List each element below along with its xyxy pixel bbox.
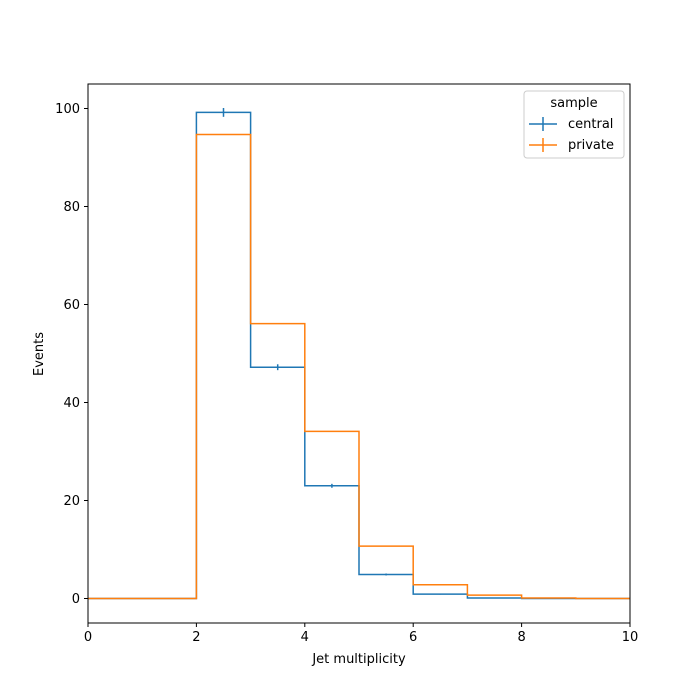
legend: sample central private: [523, 90, 625, 159]
plot-area: [88, 108, 630, 600]
y-tick-label: 0: [72, 592, 80, 607]
y-tick-label: 40: [63, 396, 80, 411]
x-tick-label: 4: [301, 630, 309, 645]
y-axis: 0 20 40 60 80 100: [55, 102, 88, 607]
y-tick-label: 80: [63, 200, 80, 215]
x-axis: 0 2 4 6 8 10: [84, 623, 638, 645]
x-tick-label: 2: [192, 630, 200, 645]
axes-frame: [87, 83, 631, 624]
y-axis-label: Events: [32, 332, 47, 376]
series-step-private: [88, 133, 630, 600]
x-tick-label: 6: [409, 630, 417, 645]
legend-label-private: private: [568, 138, 614, 153]
x-tick-label: 8: [517, 630, 525, 645]
x-tick-label: 10: [622, 630, 639, 645]
x-tick-label: 0: [84, 630, 92, 645]
legend-item-central: central: [529, 117, 613, 132]
y-tick-label: 60: [63, 298, 80, 313]
legend-frame: [523, 90, 625, 159]
y-tick-label: 20: [63, 494, 80, 509]
x-axis-label: Jet multiplicity: [311, 652, 406, 667]
legend-title: sample: [550, 96, 597, 111]
legend-item-private: private: [529, 138, 614, 153]
y-tick-label: 100: [55, 102, 80, 117]
legend-label-central: central: [568, 117, 613, 132]
